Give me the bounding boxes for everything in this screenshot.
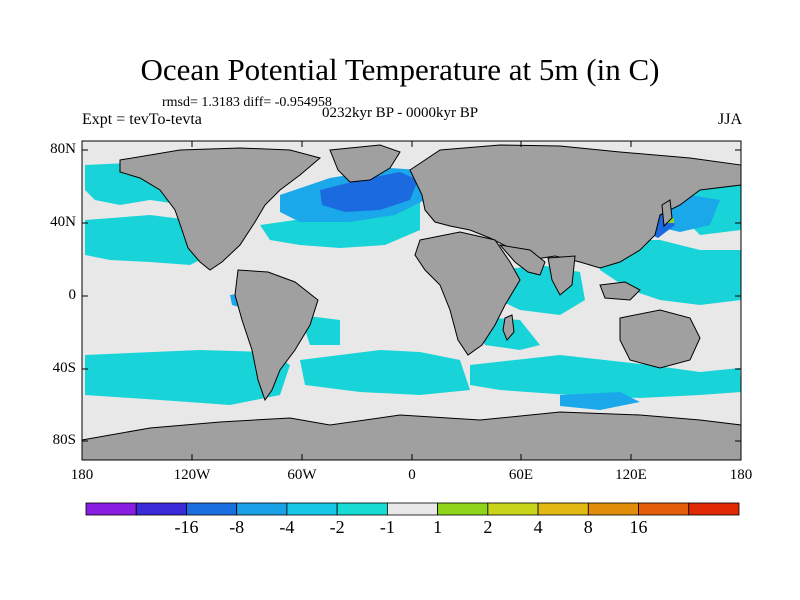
greenland bbox=[329, 144, 401, 183]
colorbar-label: -4 bbox=[279, 517, 295, 537]
colorbar-label: 1 bbox=[433, 517, 443, 537]
japan bbox=[661, 199, 673, 228]
colorbar-swatch bbox=[688, 502, 740, 516]
colorbar-swatch bbox=[437, 502, 489, 516]
x-tick-180e: 180 bbox=[729, 467, 753, 483]
colorbar-label: 4 bbox=[533, 517, 543, 537]
australia bbox=[619, 309, 701, 369]
colorbar-swatch bbox=[186, 502, 238, 516]
colorbar-label: 2 bbox=[483, 517, 493, 537]
colorbar-swatch bbox=[236, 502, 288, 516]
colorbar-label: -8 bbox=[229, 517, 245, 537]
colorbar-label: 16 bbox=[629, 517, 648, 537]
x-tick-180w: 180 bbox=[70, 467, 94, 483]
land-masses bbox=[81, 144, 742, 461]
colorbar-swatch bbox=[286, 502, 338, 516]
colorbar-swatch bbox=[85, 502, 137, 516]
colorbar-swatch bbox=[638, 502, 690, 516]
season-label: JJA bbox=[717, 111, 742, 128]
colorbar-label: 8 bbox=[583, 517, 593, 537]
y-tick-80n: 80N bbox=[50, 141, 76, 157]
x-tick-60e: 60E bbox=[508, 467, 534, 483]
arabia bbox=[498, 244, 546, 276]
map-panel bbox=[81, 140, 742, 461]
x-tick-120w: 120W bbox=[173, 467, 211, 483]
north-america bbox=[119, 147, 322, 271]
eurasia bbox=[409, 144, 742, 269]
africa bbox=[414, 231, 521, 356]
south-america bbox=[234, 269, 319, 402]
colorbar-swatch bbox=[587, 502, 639, 516]
madagascar bbox=[502, 314, 515, 341]
colorbar-swatch bbox=[537, 502, 589, 516]
experiment-label: Expt = tevTo-tevta bbox=[82, 111, 202, 128]
colorbar-swatch bbox=[487, 502, 539, 516]
x-tick-120e: 120E bbox=[615, 467, 647, 483]
colorbar-swatch bbox=[386, 502, 439, 516]
y-tick-40n: 40N bbox=[50, 214, 76, 230]
x-tick-60w: 60W bbox=[287, 467, 317, 483]
y-tick-0: 0 bbox=[68, 287, 77, 303]
y-tick-80s: 80S bbox=[52, 432, 76, 448]
colorbar-label: -1 bbox=[379, 517, 395, 537]
y-tick-40s: 40S bbox=[52, 360, 76, 376]
colorbar-label: -2 bbox=[329, 517, 345, 537]
map-title: Ocean Potential Temperature at 5m (in C) bbox=[140, 52, 660, 87]
colorbar-swatch bbox=[336, 502, 388, 516]
india bbox=[547, 255, 576, 296]
stats-text: rmsd= 1.3183 diff= -0.954958 bbox=[162, 95, 332, 110]
colorbar-label: -16 bbox=[174, 517, 199, 537]
indonesia bbox=[599, 281, 641, 301]
period-label: 0232kyr BP - 0000kyr BP bbox=[321, 105, 479, 121]
colorbar-swatch bbox=[135, 502, 187, 516]
axis-ticks bbox=[82, 141, 741, 460]
x-tick-0: 0 bbox=[408, 467, 416, 483]
colorbar bbox=[85, 502, 740, 516]
